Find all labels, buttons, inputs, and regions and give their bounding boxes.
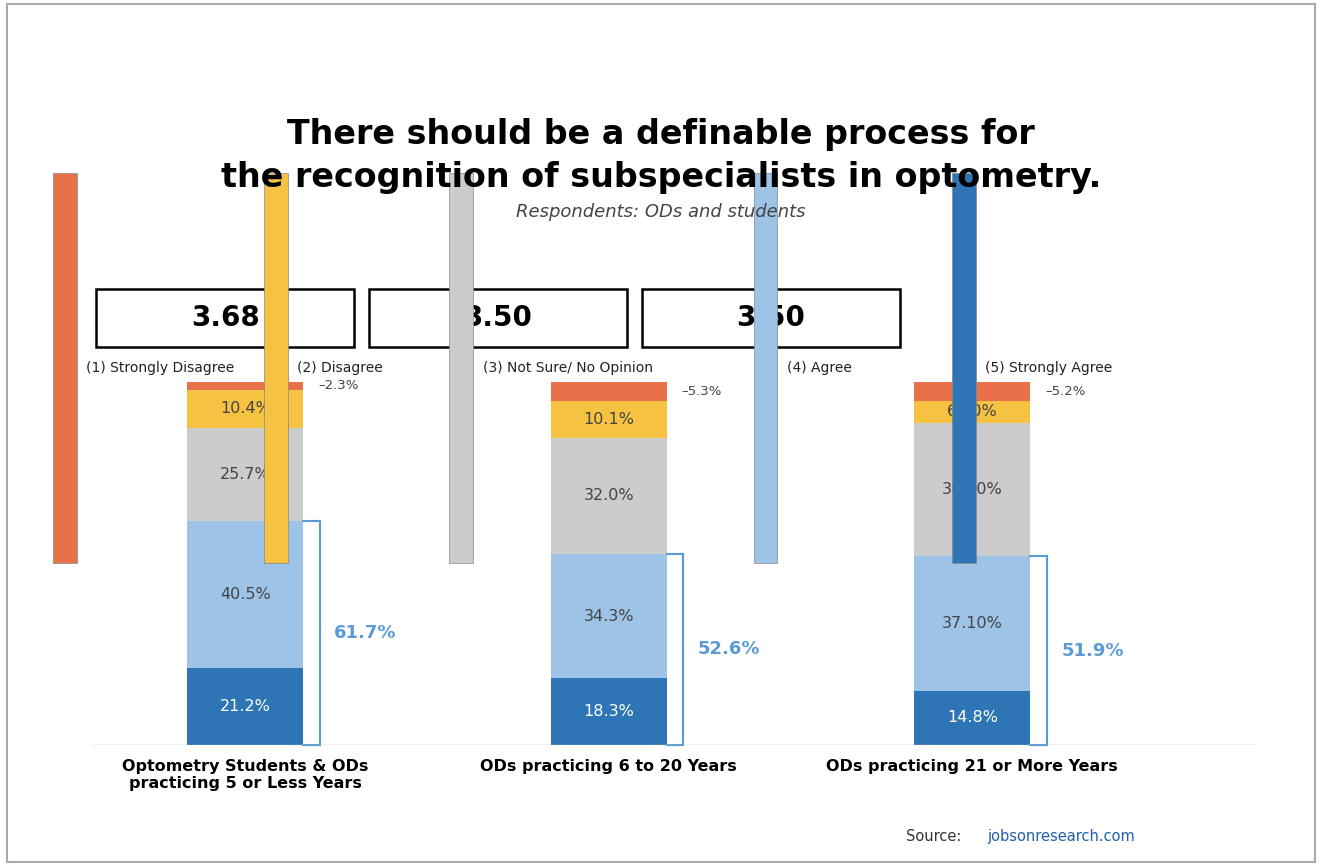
Text: 36.70%: 36.70%	[943, 482, 1002, 497]
Text: 61.7%: 61.7%	[334, 624, 397, 642]
Bar	[188, 390, 304, 428]
Bar	[914, 557, 1030, 691]
FancyBboxPatch shape	[369, 289, 627, 347]
Text: 10.4%: 10.4%	[219, 401, 271, 417]
Bar	[550, 554, 666, 678]
Text: jobsonresearch.com: jobsonresearch.com	[988, 830, 1136, 844]
Text: 52.6%: 52.6%	[698, 640, 760, 658]
Bar	[914, 691, 1030, 745]
Bar	[188, 428, 304, 520]
FancyBboxPatch shape	[97, 289, 354, 347]
Bar	[550, 382, 666, 401]
Text: Respondents: ODs and students: Respondents: ODs and students	[517, 204, 805, 221]
Text: 6.20%: 6.20%	[947, 404, 998, 419]
Text: 3.50: 3.50	[464, 304, 533, 333]
Bar	[550, 401, 666, 437]
Text: (3) Not Sure/ No Opinion: (3) Not Sure/ No Opinion	[483, 361, 653, 375]
Bar	[550, 678, 666, 745]
Text: AVG SCORE:: AVG SCORE:	[97, 311, 200, 326]
Text: 21.2%: 21.2%	[219, 699, 271, 714]
Text: 14.8%: 14.8%	[947, 710, 998, 726]
Bar	[188, 382, 304, 390]
Bar	[914, 382, 1030, 401]
Text: 40.5%: 40.5%	[219, 587, 271, 602]
Text: (4) Agree: (4) Agree	[787, 361, 851, 375]
Text: 51.9%: 51.9%	[1062, 642, 1124, 660]
Text: There should be a definable process for: There should be a definable process for	[287, 118, 1035, 151]
Text: –2.3%: –2.3%	[317, 379, 358, 392]
Text: 3.68: 3.68	[190, 304, 259, 333]
Text: 18.3%: 18.3%	[583, 704, 635, 719]
Text: (5) Strongly Agree: (5) Strongly Agree	[985, 361, 1112, 375]
Text: Source:: Source:	[906, 830, 965, 844]
Bar	[914, 423, 1030, 557]
Text: 3.50: 3.50	[736, 304, 805, 333]
Text: 25.7%: 25.7%	[219, 467, 271, 481]
Bar	[188, 668, 304, 745]
Text: 32.0%: 32.0%	[583, 488, 635, 503]
FancyBboxPatch shape	[641, 289, 899, 347]
Text: 34.3%: 34.3%	[583, 609, 635, 624]
Text: 10.1%: 10.1%	[583, 412, 635, 427]
Text: the recognition of subspecialists in optometry.: the recognition of subspecialists in opt…	[221, 161, 1101, 194]
Text: (1) Strongly Disagree: (1) Strongly Disagree	[86, 361, 234, 375]
Bar	[550, 437, 666, 554]
Bar	[914, 401, 1030, 423]
Text: 37.10%: 37.10%	[941, 617, 1003, 631]
Text: (2) Disagree: (2) Disagree	[297, 361, 383, 375]
Bar	[188, 520, 304, 668]
Text: –5.3%: –5.3%	[682, 385, 722, 398]
Text: –5.2%: –5.2%	[1044, 385, 1085, 397]
